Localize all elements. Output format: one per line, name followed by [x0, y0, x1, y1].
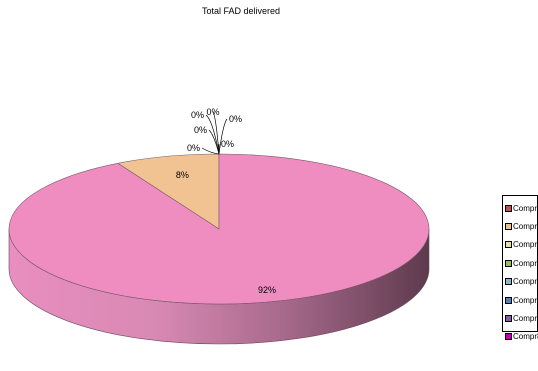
pie-plot: 8%92%0%0%0% 0%0%0% [8, 107, 430, 345]
legend-swatch [505, 296, 512, 304]
data-label-compr4: 0% [191, 110, 204, 120]
data-label-compr6: 0% [229, 114, 242, 124]
legend-label: Compr1 [513, 203, 538, 213]
legend-swatch [505, 333, 512, 341]
legend-label: Compr7 [513, 314, 538, 324]
legend-item-compr8: Compr8 [503, 328, 538, 346]
data-label-compr3: 0% [194, 125, 207, 135]
legend-item-compr4: Compr4 [503, 254, 538, 272]
data-label-compr5: 0% [206, 107, 219, 117]
legend-label: Compr6 [513, 295, 538, 305]
legend-swatch [505, 204, 512, 212]
data-label-compr2: 8% [176, 170, 189, 180]
legend-item-compr3: Compr3 [503, 236, 538, 254]
pie-slice-compr8 [8, 153, 430, 305]
legend-swatch [505, 223, 512, 231]
data-label-compr8: 92% [258, 285, 276, 295]
data-label-compr7: 0% [221, 139, 234, 149]
chart-legend: Compr1 Compr2 Compr3 Compr4 Compr5 Compr6 Comp… [502, 195, 538, 341]
leader-line [201, 147, 220, 155]
legend-item-compr5: Compr5 [503, 273, 538, 291]
legend-item-compr6: Compr6 [503, 291, 538, 309]
legend-label: Compr3 [513, 240, 538, 250]
legend-label: Compr4 [513, 258, 538, 268]
legend-swatch [505, 278, 512, 286]
legend-item-compr1: Compr1 [503, 199, 538, 217]
legend-swatch [505, 241, 512, 249]
legend-label: Compr8 [513, 332, 538, 342]
leader-line [218, 118, 228, 155]
data-label-compr1: 0% [187, 143, 200, 153]
legend-label: Compr2 [513, 222, 538, 232]
legend-label: Compr5 [513, 277, 538, 287]
legend-item-compr7: Compr7 [503, 309, 538, 327]
leader-line [208, 129, 220, 155]
leader-line [212, 111, 220, 155]
chart-title: Total FAD delivered [202, 6, 280, 16]
legend-swatch [505, 259, 512, 267]
legend-swatch [505, 315, 512, 323]
legend-item-compr2: Compr2 [503, 217, 538, 235]
leader-line [205, 114, 220, 155]
